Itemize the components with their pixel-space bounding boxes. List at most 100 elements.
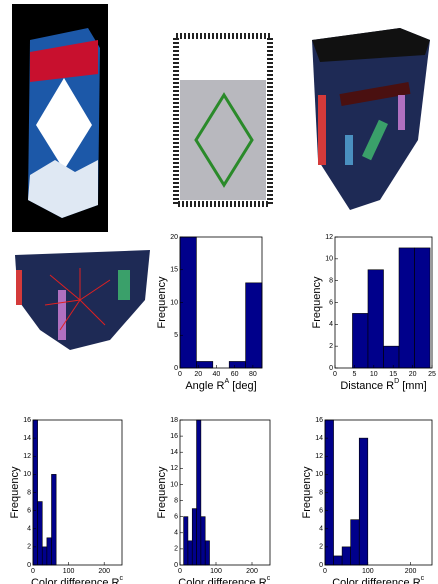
y-axis-label: Frequency: [156, 276, 168, 328]
y-tick-label: 4: [27, 526, 31, 533]
x-tick-label: 200: [98, 568, 110, 575]
bar: [184, 517, 188, 565]
point-cloud: [176, 36, 270, 204]
bar: [352, 313, 368, 368]
bar: [42, 547, 47, 565]
x-tick-label: 20: [194, 371, 202, 378]
y-tick-label: 10: [170, 299, 178, 306]
y-axis-label: Frequency: [301, 466, 313, 518]
y-tick-label: 2: [27, 544, 31, 551]
x-tick-label: 0: [178, 568, 182, 575]
y-axis-label: Frequency: [9, 466, 21, 518]
y-tick-label: 14: [315, 435, 323, 442]
x-tick-label: 0: [323, 568, 327, 575]
x-tick-label: 100: [210, 568, 222, 575]
y-tick-label: 14: [23, 435, 31, 442]
y-axis-label: Frequency: [156, 466, 168, 518]
x-label-sup: c: [267, 575, 271, 582]
x-tick-label: 200: [246, 568, 258, 575]
y-tick-label: 6: [27, 507, 31, 514]
bar: [246, 283, 262, 368]
plot-area: [33, 420, 122, 565]
product-photo: [12, 4, 108, 232]
x-label-text: Distance R: [340, 380, 394, 392]
x-axis-label: Angle RA [deg]: [185, 378, 256, 392]
x-axis-label: Color difference RcB: [332, 575, 425, 584]
y-tick-label: 4: [319, 526, 323, 533]
bar: [205, 541, 209, 565]
x-axis-label: Distance RD [mm]: [340, 378, 426, 392]
patch-detail: [15, 250, 150, 350]
y-tick-label: 8: [319, 489, 323, 496]
bar: [384, 346, 400, 368]
y-tick-label: 10: [170, 481, 178, 488]
x-tick-label: 0: [333, 371, 337, 378]
bar: [188, 541, 192, 565]
y-tick-label: 2: [329, 343, 333, 350]
x-label-suffix: [mm]: [399, 380, 427, 392]
y-tick-label: 16: [23, 417, 31, 424]
bar: [196, 361, 212, 368]
bar: [47, 538, 52, 565]
y-tick-label: 16: [315, 417, 323, 424]
y-tick-label: 4: [174, 530, 178, 537]
y-tick-label: 8: [174, 497, 178, 504]
x-label-text: Color difference R: [332, 577, 421, 584]
y-tick-label: 10: [315, 471, 323, 478]
y-axis-label: Frequency: [311, 276, 323, 328]
x-label-text: Color difference R: [178, 577, 267, 584]
y-tick-label: 2: [174, 546, 178, 553]
bar: [197, 420, 201, 565]
y-tick-label: 2: [319, 544, 323, 551]
plot-area: [325, 420, 432, 565]
x-tick-label: 10: [370, 371, 378, 378]
x-tick-label: 200: [405, 568, 417, 575]
x-axis-label: Color difference RcG: [178, 575, 271, 584]
y-tick-label: 10: [23, 471, 31, 478]
bar: [38, 502, 43, 565]
bar: [52, 474, 57, 565]
x-tick-label: 25: [428, 371, 436, 378]
bar: [351, 520, 360, 565]
y-tick-label: 20: [170, 234, 178, 241]
y-tick-label: 8: [27, 489, 31, 496]
x-tick-label: 40: [213, 371, 221, 378]
x-tick-label: 20: [409, 371, 417, 378]
bar: [192, 509, 196, 565]
y-tick-label: 8: [329, 278, 333, 285]
y-tick-label: 4: [329, 321, 333, 328]
bar: [359, 438, 368, 565]
bar: [368, 270, 384, 368]
x-tick-label: 80: [249, 371, 257, 378]
x-label-text: Color difference R: [31, 577, 120, 584]
x-label-sup: c: [119, 575, 123, 582]
x-label-suffix: [deg]: [229, 380, 257, 392]
y-tick-label: 18: [170, 417, 178, 424]
y-tick-label: 12: [325, 234, 333, 241]
x-tick-label: 5: [352, 371, 356, 378]
x-tick-label: 15: [389, 371, 397, 378]
bar: [334, 556, 343, 565]
x-tick-label: 100: [362, 568, 374, 575]
x-tick-label: 0: [31, 568, 35, 575]
y-tick-label: 10: [325, 256, 333, 263]
y-tick-label: 14: [170, 449, 178, 456]
x-tick-label: 100: [63, 568, 75, 575]
bar: [201, 517, 205, 565]
y-tick-label: 6: [319, 507, 323, 514]
x-axis-label: Color difference RcR: [31, 575, 124, 584]
bar: [399, 248, 415, 368]
y-tick-label: 15: [170, 267, 178, 274]
y-tick-label: 6: [174, 514, 178, 521]
bar: [415, 248, 431, 368]
x-tick-label: 60: [231, 371, 239, 378]
y-tick-label: 5: [174, 332, 178, 339]
x-label-text: Angle R: [185, 380, 224, 392]
figure: 05101520020406080FrequencyAngle RA [deg]…: [0, 0, 438, 584]
y-tick-label: 12: [315, 453, 323, 460]
patch-segmentation: [312, 28, 430, 210]
x-label-sup: c: [421, 575, 425, 582]
y-tick-label: 6: [329, 299, 333, 306]
y-tick-label: 12: [170, 465, 178, 472]
bar: [342, 547, 351, 565]
